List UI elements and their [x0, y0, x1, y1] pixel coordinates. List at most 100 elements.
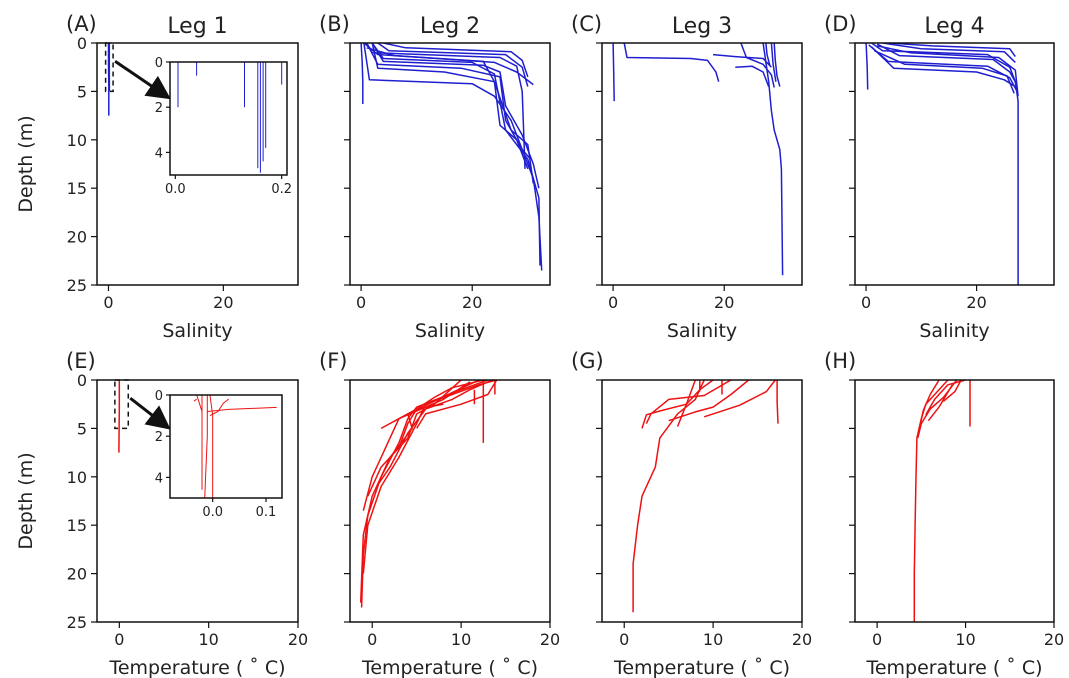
panel-h-series-1	[913, 380, 949, 622]
panel-h-series-7	[942, 380, 962, 402]
panel-f-xtick-label-10: 10	[451, 630, 471, 649]
panel-h-series-3	[925, 380, 966, 416]
panel-f-series-8	[416, 380, 498, 429]
panel-b-series-1	[360, 43, 364, 104]
panel-c-frame	[601, 42, 803, 286]
panel-e-inset-series-1	[204, 395, 208, 498]
panel-c-series-5	[740, 43, 775, 88]
panel-a-zoom-box	[104, 42, 114, 93]
panel-b-series-7	[371, 43, 535, 184]
panel-e-inset-series-6	[209, 398, 230, 417]
panel-a-frame	[96, 42, 299, 286]
panel-f-letter: (F)	[319, 349, 347, 373]
panel-f-series-4	[362, 381, 471, 511]
panel-b-series-6	[377, 43, 529, 87]
panel-g-series-6	[703, 380, 776, 418]
panel-e-xtick-label-0: 0	[114, 630, 124, 649]
panel-h-xtick-label-20: 20	[1044, 630, 1064, 649]
panel-a-inset-xtick-label-0: 0.0	[165, 182, 186, 197]
panel-d-xlabel: Salinity	[919, 320, 989, 342]
panel-f-series-7	[398, 380, 484, 449]
panel-a-inset-ytick-label-2: 2	[155, 101, 163, 116]
panel-b-xlabel: Salinity	[415, 320, 485, 342]
panel-e-inset-series-2	[209, 395, 214, 498]
panel-e-inset-bg	[170, 395, 282, 498]
panel-d-title: Leg 4	[924, 14, 984, 39]
panel-c-series-6	[713, 53, 772, 68]
panel-g-xtick-label-10: 10	[703, 630, 723, 649]
panel-g-letter: (G)	[571, 349, 604, 373]
panel-d-series-6	[871, 46, 1016, 88]
panel-c-xlabel: Salinity	[667, 320, 737, 342]
panel-g-xlabel: Temperature ( ˚ C)	[613, 657, 790, 678]
panel-g-xtick-label-0: 0	[619, 630, 629, 649]
panel-g-series-2	[641, 380, 697, 429]
panel-h-series-6	[927, 384, 953, 422]
panel-e-inset-series-7	[193, 398, 198, 402]
panel-h-xtick-label-10: 10	[955, 630, 975, 649]
panel-b-series-3	[371, 43, 541, 266]
panel-g-series-5	[676, 380, 714, 427]
panel-f-series-9	[380, 403, 444, 430]
panel-b-xtick-label-0: 0	[356, 293, 366, 312]
panel-g-xtick-label-20: 20	[792, 630, 812, 649]
panel-b-series-8	[366, 43, 526, 169]
panel-b-title: Leg 2	[420, 14, 480, 39]
panel-e-xtick-label-20: 20	[288, 630, 308, 649]
panel-b-series-10	[363, 43, 532, 160]
panel-c-series-2	[623, 43, 720, 82]
panel-b-xtick-label-20: 20	[462, 293, 482, 312]
panel-a-ytick-label-20: 20	[67, 228, 87, 247]
panel-c-series-1	[612, 43, 615, 102]
panel-f-xlabel: Temperature ( ˚ C)	[361, 657, 538, 678]
panel-a-title: Leg 1	[167, 14, 227, 39]
panel-a-inset-ytick-label-4: 4	[155, 146, 163, 161]
panel-h-series-4	[918, 380, 940, 429]
panel-e-inset-ytick-label-2: 2	[155, 430, 163, 445]
panel-a-inset-xtick-label-0.2: 0.2	[271, 182, 292, 197]
panel-a-ytick-label-0: 0	[77, 34, 87, 53]
panel-d-series-9	[873, 50, 1015, 94]
panel-e-inset-series-4	[196, 395, 203, 428]
panel-e-inset-series-5	[207, 406, 277, 412]
panel-f-frame	[349, 379, 551, 623]
panel-f-series-2	[359, 380, 480, 603]
panel-b-frame	[349, 42, 551, 286]
panel-f-xtick-label-0: 0	[367, 630, 377, 649]
panel-h-xlabel: Temperature ( ˚ C)	[865, 657, 1042, 678]
panel-a-xtick-label-0: 0	[103, 293, 113, 312]
panel-c-series-9	[765, 43, 771, 66]
panel-f-xtick-label-20: 20	[540, 630, 560, 649]
panel-d-series-8	[888, 43, 1016, 58]
panel-b-series-11	[371, 43, 540, 189]
panel-g-series-3	[645, 380, 732, 424]
panel-d-series-5	[882, 43, 1016, 63]
panel-a-zoom-arrow	[114, 59, 171, 100]
panel-f-series-3	[362, 380, 497, 574]
panel-a-letter: (A)	[66, 12, 97, 36]
panel-h-frame	[854, 379, 1055, 623]
panel-g-series-7	[776, 380, 779, 424]
panel-a-inset-ytick-label-0: 0	[155, 56, 163, 71]
panel-e-ytick-label-20: 20	[67, 565, 87, 584]
panel-d-xtick-label-0: 0	[861, 293, 871, 312]
panel-a-ytick-label-10: 10	[67, 131, 87, 150]
panel-b-series-9	[383, 43, 529, 78]
panel-a-ylabel: Depth (m)	[15, 115, 37, 212]
panel-d-frame	[854, 42, 1055, 286]
panel-h-xtick-label-0: 0	[872, 630, 882, 649]
panel-e-frame	[96, 379, 299, 623]
panel-e-letter: (E)	[66, 349, 96, 373]
panel-f-series-6	[367, 380, 462, 497]
panel-a-inset-bg	[170, 62, 287, 175]
panel-e-zoom-box	[114, 379, 130, 430]
panel-c-series-3	[762, 43, 784, 276]
panel-a-ytick-label-15: 15	[67, 179, 87, 198]
panel-g-frame	[601, 379, 803, 623]
panel-e-xlabel: Temperature ( ˚ C)	[108, 657, 285, 678]
panel-e-inset-xtick-label-0.1: 0.1	[256, 505, 277, 520]
panel-c-title: Leg 3	[672, 14, 732, 39]
panel-e-zoom-arrow	[129, 397, 171, 430]
panel-a-xlabel: Salinity	[162, 320, 232, 342]
